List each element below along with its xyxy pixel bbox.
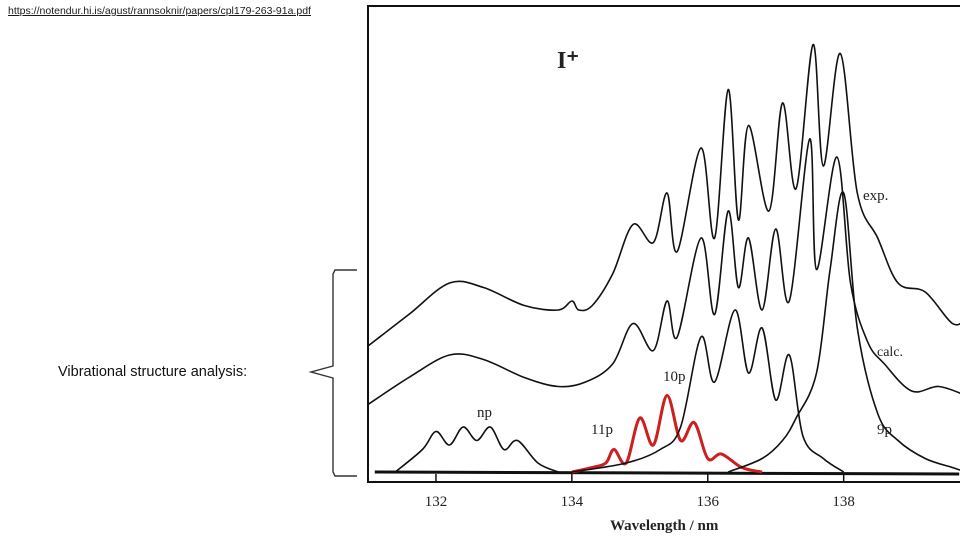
series-line-10p xyxy=(571,309,845,473)
x-ticks: 13213413613814 xyxy=(425,474,855,510)
label-9p: 9p xyxy=(877,422,892,438)
x-axis-label: Wavelength / nm xyxy=(610,518,719,534)
annotation-labels: exp. calc. 10p 11p np 9p xyxy=(477,188,903,438)
chart-title: I⁺ xyxy=(557,48,579,74)
baseline xyxy=(374,470,960,476)
label-np: np xyxy=(477,405,492,421)
bracket-brace xyxy=(308,269,357,477)
series-line-11p xyxy=(571,393,763,474)
label-11p: 11p xyxy=(591,422,613,438)
series-line-exp xyxy=(367,43,960,347)
label-10p: 10p xyxy=(663,369,686,385)
series-line-calc xyxy=(367,138,960,406)
source-link[interactable]: https://notendur.hi.is/agust/rannsoknir/… xyxy=(8,5,311,17)
x-tick-label: 138 xyxy=(832,494,855,510)
x-tick-label: 134 xyxy=(561,494,584,510)
spectrum-chart: I⁺ Wavelength / nm 13213413613814 exp. c… xyxy=(367,5,960,534)
label-exp: exp. xyxy=(863,188,888,204)
x-tick-label: 136 xyxy=(697,494,720,510)
series-line-np xyxy=(394,426,559,473)
label-calc: calc. xyxy=(877,345,903,360)
series-line-9p xyxy=(727,191,960,473)
plot-frame xyxy=(367,5,960,483)
series-lines xyxy=(367,43,960,476)
caption-text: Vibrational structure analysis: xyxy=(58,364,248,380)
x-tick-label: 132 xyxy=(425,494,448,510)
